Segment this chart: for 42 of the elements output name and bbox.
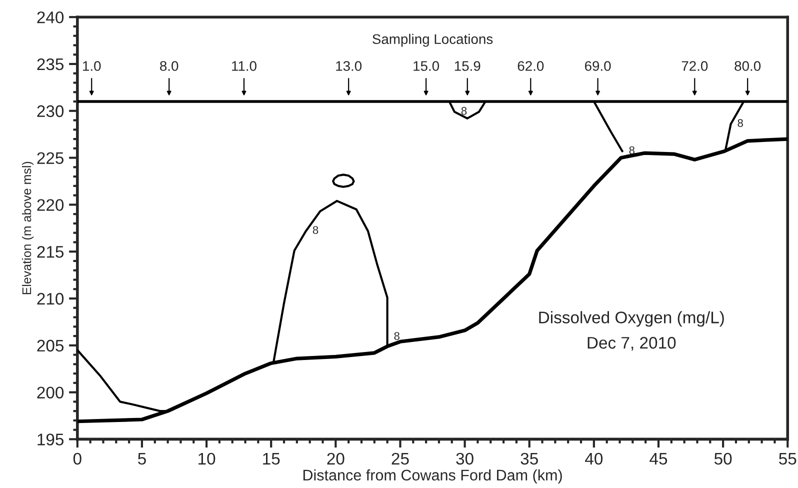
annotation: 1.0 [83, 61, 101, 71]
x-tick-label: 10 [198, 452, 216, 465]
y-tick-label: 195 [38, 434, 64, 446]
x-tick-label: 50 [714, 452, 732, 465]
annotation: 69.0 [584, 61, 611, 71]
y-tick-label: 210 [37, 292, 64, 305]
x-axis-title: Distance from Cowans Ford Dam (km) [303, 469, 562, 484]
x-tick-label: 40 [585, 452, 603, 465]
y-tick-label: 240 [37, 11, 64, 24]
x-tick-label: 30 [456, 452, 474, 465]
x-tick-label: 0 [73, 452, 82, 465]
annotation: 80.0 [734, 61, 761, 71]
y-tick-label: 205 [37, 340, 64, 352]
annotation: 8 [461, 106, 467, 115]
y-tick-label: 200 [37, 386, 64, 398]
annotation: 8 [738, 119, 743, 127]
annotation: 62.0 [518, 61, 544, 71]
annotation: 72.0 [682, 61, 708, 71]
text: Dec 7, 2010 [588, 336, 676, 351]
y-axis-title: Elevation (m above msl) [22, 162, 34, 294]
y-tick-label: 220 [37, 199, 64, 211]
annotation: 8.0 [160, 61, 178, 71]
x-tick-label: 15 [263, 453, 280, 465]
y-tick-label: 225 [37, 152, 64, 164]
x-tick-label: 20 [327, 452, 344, 465]
annotation: 8 [394, 332, 400, 340]
annotation: 15.9 [454, 61, 480, 71]
annotation: 13.0 [336, 61, 362, 71]
y-tick-label: 215 [37, 246, 64, 258]
x-tick-label: 5 [138, 453, 146, 465]
text: Dissolved Oxygen (mg/L) [539, 311, 724, 327]
annotation: 15.0 [414, 61, 440, 71]
x-tick-label: 35 [520, 452, 538, 465]
annotation: 8 [312, 226, 318, 234]
x-tick-label: 55 [779, 453, 796, 465]
annotation: 8 [629, 146, 634, 154]
annotation: Sampling Locations [372, 34, 493, 47]
x-tick-label: 45 [650, 453, 668, 465]
y-tick-label: 230 [37, 105, 64, 118]
x-tick-label: 25 [392, 452, 409, 465]
annotation: 11.0 [232, 61, 256, 71]
y-tick-label: 235 [37, 58, 64, 70]
